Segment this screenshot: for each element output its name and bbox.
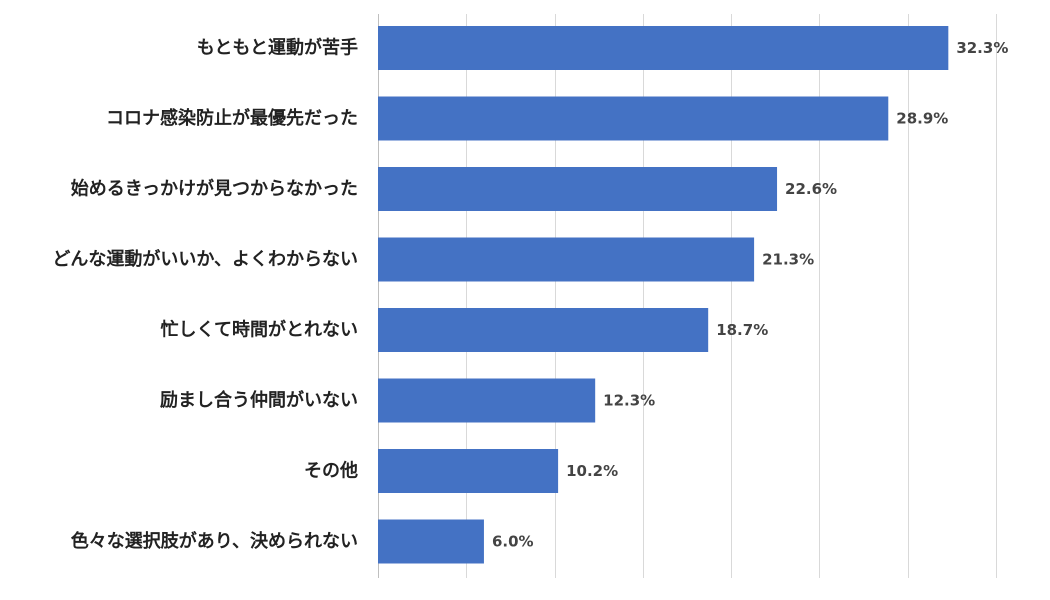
data-label: 6.0% [492, 533, 534, 551]
category-label: その他 [304, 460, 358, 482]
data-label: 32.3% [956, 39, 1008, 57]
bar [378, 378, 596, 423]
data-label: 12.3% [603, 392, 655, 410]
bar [378, 237, 755, 282]
bar [378, 167, 778, 211]
category-label: 忙しくて時間がとれない [161, 319, 358, 341]
bar [378, 449, 559, 493]
bars [378, 26, 949, 564]
data-label: 10.2% [566, 462, 618, 480]
category-labels: もともと運動が苦手コロナ感染防止が最優先だった始めるきっかけが見つからなかったど… [52, 37, 358, 553]
category-label: もともと運動が苦手 [197, 37, 358, 59]
category-label: 色々な選択肢があり、決められない [71, 530, 358, 552]
bar [378, 96, 889, 141]
value-labels: 32.3% 28.9% 22.6% 21.3% 18.7% 12.3% 10.2% 6.0% [492, 39, 1008, 551]
bar [378, 308, 709, 352]
data-label: 22.6% [785, 180, 837, 198]
data-label: 18.7% [716, 321, 768, 339]
data-label: 28.9% [896, 110, 948, 128]
bar [378, 519, 484, 564]
data-label: 21.3% [762, 251, 814, 269]
category-label: どんな運動がいいか、よくわからない [52, 248, 358, 270]
bar [378, 26, 949, 70]
category-label: 始めるきっかけが見つからなかった [71, 178, 358, 200]
category-label: 励まし合う仲間がいない [160, 389, 358, 411]
category-label: コロナ感染防止が最優先だった [106, 107, 358, 129]
